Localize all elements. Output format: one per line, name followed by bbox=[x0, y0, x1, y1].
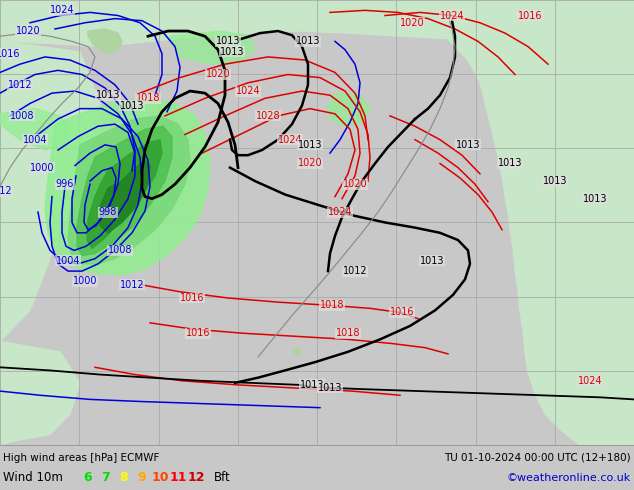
Polygon shape bbox=[0, 342, 80, 445]
Polygon shape bbox=[77, 126, 172, 256]
Text: 12: 12 bbox=[187, 471, 205, 485]
Text: 1024: 1024 bbox=[578, 376, 602, 386]
Text: 1018: 1018 bbox=[136, 93, 160, 103]
Text: 1013: 1013 bbox=[298, 140, 322, 150]
Text: 10: 10 bbox=[152, 471, 169, 485]
Text: 1004: 1004 bbox=[23, 135, 48, 145]
Text: 1013: 1013 bbox=[498, 158, 522, 169]
Text: 1028: 1028 bbox=[256, 111, 280, 121]
Text: 11: 11 bbox=[169, 471, 187, 485]
Text: Wind 10m: Wind 10m bbox=[3, 471, 63, 485]
Text: 1016: 1016 bbox=[518, 10, 542, 21]
Text: 1013: 1013 bbox=[318, 383, 342, 393]
Polygon shape bbox=[87, 140, 162, 248]
Text: 1013: 1013 bbox=[420, 256, 444, 266]
Polygon shape bbox=[0, 109, 70, 150]
Text: 6: 6 bbox=[84, 471, 93, 485]
Text: 1013: 1013 bbox=[543, 176, 567, 186]
Polygon shape bbox=[293, 349, 302, 355]
Text: 1013: 1013 bbox=[96, 90, 120, 100]
Text: 1012: 1012 bbox=[0, 186, 12, 196]
Text: 1020: 1020 bbox=[205, 70, 230, 79]
Text: High wind areas [hPa] ECMWF: High wind areas [hPa] ECMWF bbox=[3, 453, 159, 463]
Text: 1000: 1000 bbox=[30, 163, 55, 172]
Text: 1018: 1018 bbox=[320, 300, 344, 310]
Text: 1024: 1024 bbox=[236, 86, 261, 96]
Polygon shape bbox=[440, 0, 634, 445]
Text: 7: 7 bbox=[101, 471, 110, 485]
Text: 1008: 1008 bbox=[108, 245, 133, 255]
Text: 998: 998 bbox=[99, 207, 117, 217]
Text: 1013: 1013 bbox=[120, 100, 145, 111]
Text: 8: 8 bbox=[120, 471, 128, 485]
Polygon shape bbox=[100, 160, 150, 233]
Text: 1000: 1000 bbox=[73, 276, 97, 287]
Text: 1016: 1016 bbox=[0, 49, 20, 59]
Text: 1004: 1004 bbox=[56, 256, 81, 266]
Polygon shape bbox=[68, 116, 190, 264]
Polygon shape bbox=[328, 93, 370, 126]
Text: 1016: 1016 bbox=[186, 328, 210, 338]
Text: 996: 996 bbox=[56, 179, 74, 189]
Text: ©weatheronline.co.uk: ©weatheronline.co.uk bbox=[507, 473, 631, 483]
Text: 1024: 1024 bbox=[328, 207, 353, 217]
Text: 9: 9 bbox=[138, 471, 146, 485]
Text: 1024: 1024 bbox=[49, 5, 74, 15]
Text: 1020: 1020 bbox=[343, 179, 367, 189]
Text: 1024: 1024 bbox=[278, 135, 302, 145]
Text: 1018: 1018 bbox=[336, 328, 360, 338]
Text: 1013: 1013 bbox=[295, 36, 320, 47]
Text: 1008: 1008 bbox=[10, 111, 34, 121]
Text: 1012: 1012 bbox=[343, 266, 367, 276]
Text: 1012: 1012 bbox=[8, 80, 32, 90]
Text: 1024: 1024 bbox=[440, 10, 464, 21]
Text: 1012: 1012 bbox=[120, 279, 145, 290]
Polygon shape bbox=[0, 0, 634, 47]
Polygon shape bbox=[88, 29, 122, 54]
Polygon shape bbox=[0, 41, 100, 342]
Text: 1013: 1013 bbox=[583, 194, 607, 204]
Text: 1016: 1016 bbox=[390, 308, 414, 318]
Text: 1013: 1013 bbox=[456, 140, 480, 150]
Text: 1020: 1020 bbox=[298, 158, 322, 169]
Text: TU 01-10-2024 00:00 UTC (12+180): TU 01-10-2024 00:00 UTC (12+180) bbox=[444, 453, 631, 463]
Polygon shape bbox=[330, 0, 380, 26]
Text: 1016: 1016 bbox=[180, 293, 204, 303]
Polygon shape bbox=[480, 10, 634, 103]
Text: 1013: 1013 bbox=[216, 36, 240, 47]
Text: 1013: 1013 bbox=[220, 47, 244, 57]
Text: 1020: 1020 bbox=[399, 18, 424, 28]
Text: 1020: 1020 bbox=[16, 26, 41, 36]
Polygon shape bbox=[170, 31, 255, 64]
Text: Bft: Bft bbox=[214, 471, 231, 485]
Text: 1013: 1013 bbox=[300, 380, 324, 390]
Polygon shape bbox=[45, 98, 210, 274]
